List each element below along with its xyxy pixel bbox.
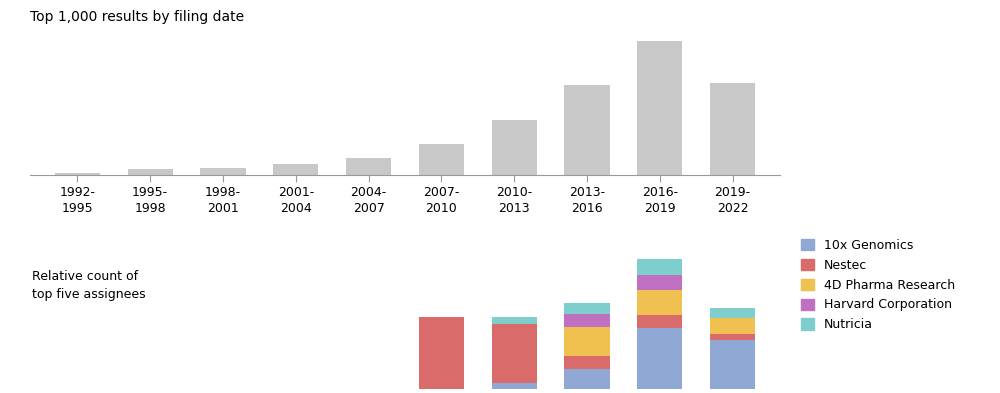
Bar: [564, 314, 610, 327]
Bar: [564, 84, 610, 175]
Bar: [637, 275, 682, 290]
Bar: [273, 164, 318, 175]
Bar: [346, 158, 391, 175]
Bar: [128, 169, 173, 175]
Legend: 10x Genomics, Nestec, 4D Pharma Research, Harvard Corporation, Nutricia: 10x Genomics, Nestec, 4D Pharma Research…: [801, 239, 955, 331]
Text: Top 1,000 results by filing date: Top 1,000 results by filing date: [30, 9, 244, 24]
Bar: [564, 327, 610, 356]
Bar: [492, 317, 537, 324]
Bar: [492, 324, 537, 383]
Bar: [710, 308, 755, 318]
Bar: [564, 303, 610, 314]
Bar: [492, 120, 537, 175]
Bar: [564, 356, 610, 369]
Bar: [637, 41, 682, 175]
Text: Relative count of
top five assignees: Relative count of top five assignees: [32, 270, 146, 301]
Bar: [710, 340, 755, 389]
Bar: [710, 318, 755, 334]
Bar: [637, 290, 682, 315]
Bar: [200, 168, 246, 175]
Bar: [55, 173, 100, 175]
Bar: [710, 83, 755, 175]
Bar: [637, 315, 682, 328]
Bar: [710, 334, 755, 340]
Bar: [419, 144, 464, 175]
Bar: [637, 328, 682, 389]
Bar: [419, 317, 464, 389]
Bar: [492, 383, 537, 389]
Bar: [637, 259, 682, 275]
Bar: [564, 369, 610, 389]
